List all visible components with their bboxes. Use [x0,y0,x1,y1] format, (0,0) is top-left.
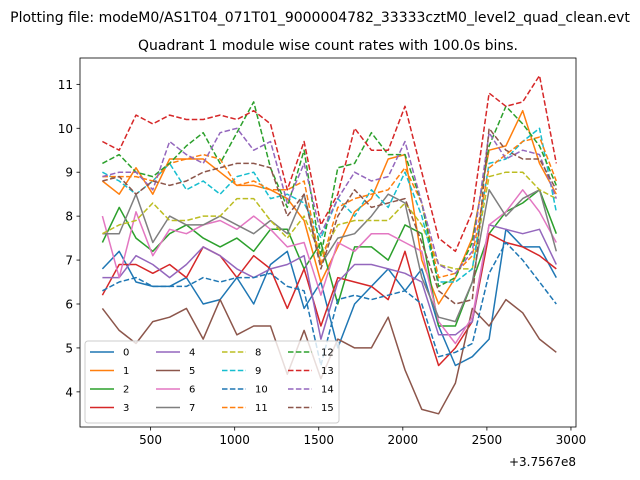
y-tick-label: 7 [65,254,73,268]
y-tick-label: 4 [65,385,73,399]
x-tick-label: 2000 [388,433,419,447]
axes-frame [79,57,577,428]
figure-suptitle: Plotting file: modeM0/AS1T04_071T01_9000… [10,10,630,26]
series-line-0 [101,228,557,367]
series-line-2 [101,189,558,327]
series-line-10 [102,241,557,367]
series-line-6 [101,189,557,345]
legend-label-5: 5 [189,366,195,377]
legend-label-2: 2 [123,385,129,396]
y-tick-label: 8 [65,210,73,224]
legend-label-10: 10 [255,385,268,396]
legend-label-1: 1 [123,366,129,377]
legend-label-8: 8 [255,348,261,359]
legend-label-9: 9 [255,366,261,377]
series-line-14 [102,127,558,275]
y-axis: 4 5 6 7 8 9 10 11 [58,78,80,399]
legend-label-3: 3 [123,403,129,414]
x-axis: 500 1000 1500 2000 2500 3000 [139,427,586,447]
y-tick-label: 6 [65,298,73,312]
legend-box [84,340,340,424]
legend-label-0: 0 [123,348,129,359]
x-tick-label: 2500 [472,433,503,447]
x-tick-label: 500 [139,433,162,447]
series-line-12 [102,101,557,288]
chart-title: Quadrant 1 module wise count rates with … [138,38,518,54]
series-line-7 [102,189,558,323]
legend-label-14: 14 [321,385,334,396]
legend-label-15: 15 [321,403,334,414]
y-tick-label: 5 [65,341,73,355]
series-line-8 [102,171,557,270]
y-tick-label: 10 [58,122,73,136]
y-tick-label: 9 [65,166,73,180]
legend-label-7: 7 [189,403,195,414]
legend-label-6: 6 [189,385,195,396]
x-tick-label: 1500 [303,433,334,447]
series-line-1 [101,109,557,305]
x-tick-label: 1000 [219,433,250,447]
plot-area [101,74,558,415]
legend-label-4: 4 [189,348,195,359]
legend-label-11: 11 [255,403,268,414]
legend-label-12: 12 [321,348,334,359]
series-line-13 [102,74,558,253]
x-tick-label: 3000 [556,433,587,447]
legend-label-13: 13 [321,366,334,377]
series-line-15 [102,127,557,305]
x-offset-label: +3.7567e8 [509,455,576,469]
y-tick-label: 11 [58,78,73,92]
